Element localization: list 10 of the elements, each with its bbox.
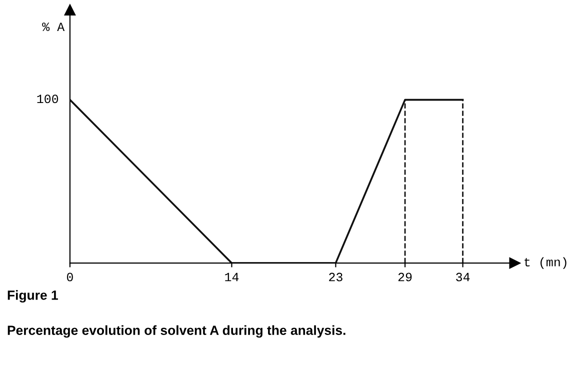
x-tick-label: 23 [329, 272, 342, 282]
x-axis-title: t (mn) [524, 257, 566, 269]
annotation: 100 [37, 94, 58, 104]
x-tick-label: 34 [456, 272, 470, 282]
caption: Figure 1 [8, 290, 58, 302]
x-tick-label: 0 [66, 272, 73, 282]
x-tick-label: 14 [225, 272, 239, 282]
text: Percentage evolution of solvent A during the analysis. [8, 325, 346, 338]
text: % A [42, 22, 65, 32]
x-tick-label: 29 [398, 272, 412, 282]
